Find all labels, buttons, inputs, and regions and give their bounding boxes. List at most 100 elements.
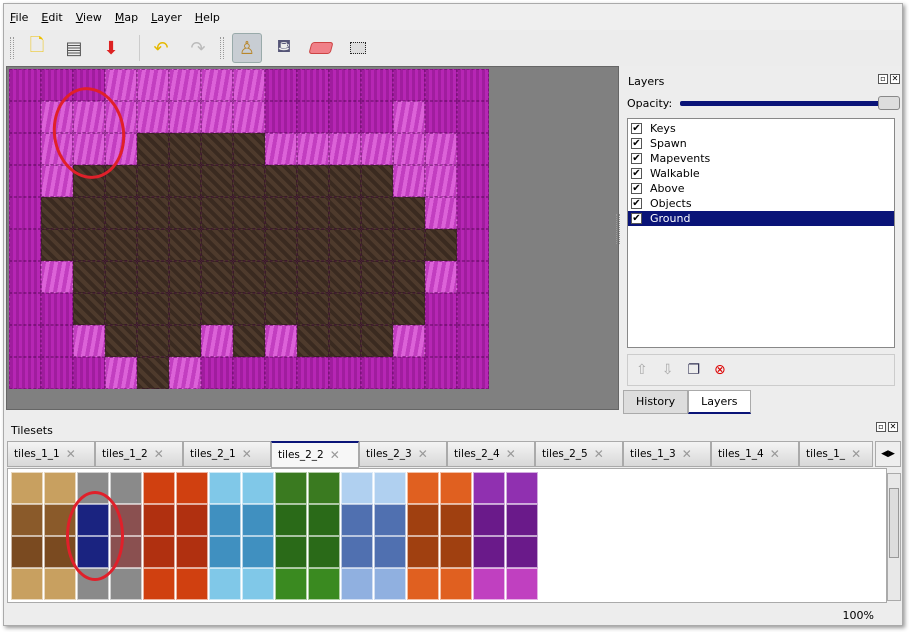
tileset-tile[interactable] (176, 472, 208, 504)
close-tab-icon[interactable]: ✕ (769, 447, 780, 461)
map-tile[interactable] (9, 165, 41, 197)
visibility-checkbox[interactable]: ✔ (631, 138, 642, 149)
save-icon[interactable]: ⬇ (103, 37, 119, 59)
menu-view[interactable]: View (75, 10, 102, 24)
close-tab-icon[interactable]: ✕ (505, 447, 516, 461)
map-tile[interactable] (9, 197, 41, 229)
tileset-tile[interactable] (473, 536, 505, 568)
close-icon[interactable]: ✕ (888, 422, 898, 432)
map-tile[interactable] (297, 229, 329, 261)
map-tile[interactable] (361, 133, 393, 165)
map-tile[interactable] (361, 101, 393, 133)
map-tile[interactable] (361, 165, 393, 197)
map-tile[interactable] (329, 261, 361, 293)
map-tile[interactable] (169, 69, 201, 101)
tileset-tab[interactable]: tiles_1_ ✕ (799, 441, 873, 467)
close-tab-icon[interactable]: ✕ (65, 447, 76, 461)
map-tile[interactable] (361, 293, 393, 325)
map-tile[interactable] (297, 165, 329, 197)
map-tile[interactable] (137, 325, 169, 357)
map-tile[interactable] (393, 133, 425, 165)
map-tile[interactable] (329, 293, 361, 325)
map-tile[interactable] (393, 69, 425, 101)
tileset-tile[interactable] (143, 472, 175, 504)
layer-item[interactable]: ✔ Objects (628, 196, 894, 211)
raise-layer-icon[interactable]: ⇧ (636, 362, 648, 378)
map-tile[interactable] (457, 357, 489, 389)
map-tile[interactable] (361, 357, 393, 389)
map-tile[interactable] (105, 261, 137, 293)
map-tile[interactable] (41, 229, 73, 261)
tab-scroll-buttons[interactable]: ◀▶ (875, 441, 901, 467)
tileset-tab[interactable]: tiles_2_5 ✕ (535, 441, 623, 467)
tileset-tile[interactable] (176, 504, 208, 536)
map-tile[interactable] (41, 133, 73, 165)
tileset-tile[interactable] (11, 536, 43, 568)
map-tile[interactable] (41, 325, 73, 357)
map-tile[interactable] (169, 261, 201, 293)
map-tile[interactable] (169, 197, 201, 229)
tileset-tile[interactable] (407, 568, 439, 600)
map-tile[interactable] (169, 325, 201, 357)
tileset-tile[interactable] (308, 472, 340, 504)
tileset-tile[interactable] (374, 568, 406, 600)
map-tile[interactable] (425, 165, 457, 197)
tileset-tile[interactable] (11, 504, 43, 536)
tileset-tile[interactable] (11, 568, 43, 600)
scrollbar-thumb[interactable] (889, 488, 899, 558)
tileset-tile[interactable] (242, 536, 274, 568)
map-tile[interactable] (425, 261, 457, 293)
tileset-tile[interactable] (242, 472, 274, 504)
close-icon[interactable]: ✕ (890, 74, 900, 84)
tileset-tile[interactable] (176, 536, 208, 568)
map-tile[interactable] (9, 133, 41, 165)
map-tile[interactable] (457, 229, 489, 261)
tileset-tile[interactable] (506, 504, 538, 536)
map-tile[interactable] (233, 133, 265, 165)
opacity-slider[interactable] (680, 95, 900, 110)
map-tile[interactable] (137, 133, 169, 165)
map-tile[interactable] (169, 133, 201, 165)
map-tile[interactable] (169, 165, 201, 197)
map-tile[interactable] (41, 261, 73, 293)
visibility-checkbox[interactable]: ✔ (631, 153, 642, 164)
close-tab-icon[interactable]: ✕ (851, 447, 862, 461)
map-tile[interactable] (329, 69, 361, 101)
map-tile[interactable] (201, 69, 233, 101)
map-tile[interactable] (73, 69, 105, 101)
tileset-tile[interactable] (506, 472, 538, 504)
tileset-tile[interactable] (440, 536, 472, 568)
map-tile[interactable] (201, 357, 233, 389)
toolbar-grip[interactable] (10, 37, 14, 59)
map-tile[interactable] (105, 293, 137, 325)
map-tile[interactable] (265, 293, 297, 325)
map-tile[interactable] (233, 165, 265, 197)
layer-item[interactable]: ✔ Mapevents (628, 151, 894, 166)
map-tile[interactable] (457, 325, 489, 357)
tileset-tile[interactable] (374, 472, 406, 504)
map-tile[interactable] (73, 229, 105, 261)
map-tile[interactable] (233, 261, 265, 293)
map-tile[interactable] (297, 69, 329, 101)
tileset-tile[interactable] (308, 504, 340, 536)
map-tile[interactable] (297, 325, 329, 357)
map-tile[interactable] (393, 229, 425, 261)
map-tile[interactable] (73, 261, 105, 293)
float-icon[interactable]: ▫ (876, 422, 886, 432)
tileset-tab[interactable]: tiles_1_2 ✕ (95, 441, 183, 467)
map-tile[interactable] (393, 261, 425, 293)
map-tile[interactable] (9, 101, 41, 133)
map-tile[interactable] (201, 293, 233, 325)
float-icon[interactable]: ▫ (878, 74, 888, 84)
map-tile[interactable] (329, 165, 361, 197)
map-tile[interactable] (41, 357, 73, 389)
map-tile[interactable] (233, 325, 265, 357)
map-tile[interactable] (73, 133, 105, 165)
tileset-tile[interactable] (308, 568, 340, 600)
map-tile[interactable] (361, 69, 393, 101)
map-tile[interactable] (41, 165, 73, 197)
map-tile[interactable] (393, 293, 425, 325)
tileset-tile[interactable] (341, 472, 373, 504)
tileset-tile[interactable] (110, 568, 142, 600)
map-tile[interactable] (169, 357, 201, 389)
